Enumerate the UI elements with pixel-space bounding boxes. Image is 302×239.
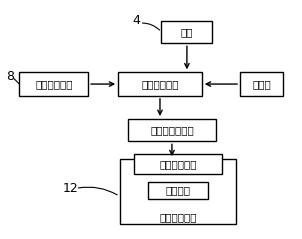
Text: 12: 12 — [62, 181, 78, 195]
Bar — [162, 21, 212, 43]
Text: 报警单元: 报警单元 — [165, 185, 191, 195]
Text: 8: 8 — [6, 71, 14, 83]
Text: 信息存储单元: 信息存储单元 — [159, 159, 197, 169]
Bar — [240, 72, 283, 96]
Bar — [148, 181, 208, 199]
Bar — [19, 72, 88, 96]
Text: 数据库: 数据库 — [252, 79, 271, 89]
Text: 信号接收处理器: 信号接收处理器 — [150, 125, 194, 135]
Text: 故障监测模块: 故障监测模块 — [35, 79, 72, 89]
Text: 分析处理模块: 分析处理模块 — [159, 212, 197, 222]
Bar — [120, 159, 236, 224]
Text: 4: 4 — [132, 14, 140, 27]
Bar — [134, 154, 222, 174]
Bar — [118, 72, 202, 96]
Text: 无线通讯模块: 无线通讯模块 — [141, 79, 179, 89]
Text: 话简: 话简 — [181, 27, 193, 37]
Bar — [128, 119, 216, 141]
